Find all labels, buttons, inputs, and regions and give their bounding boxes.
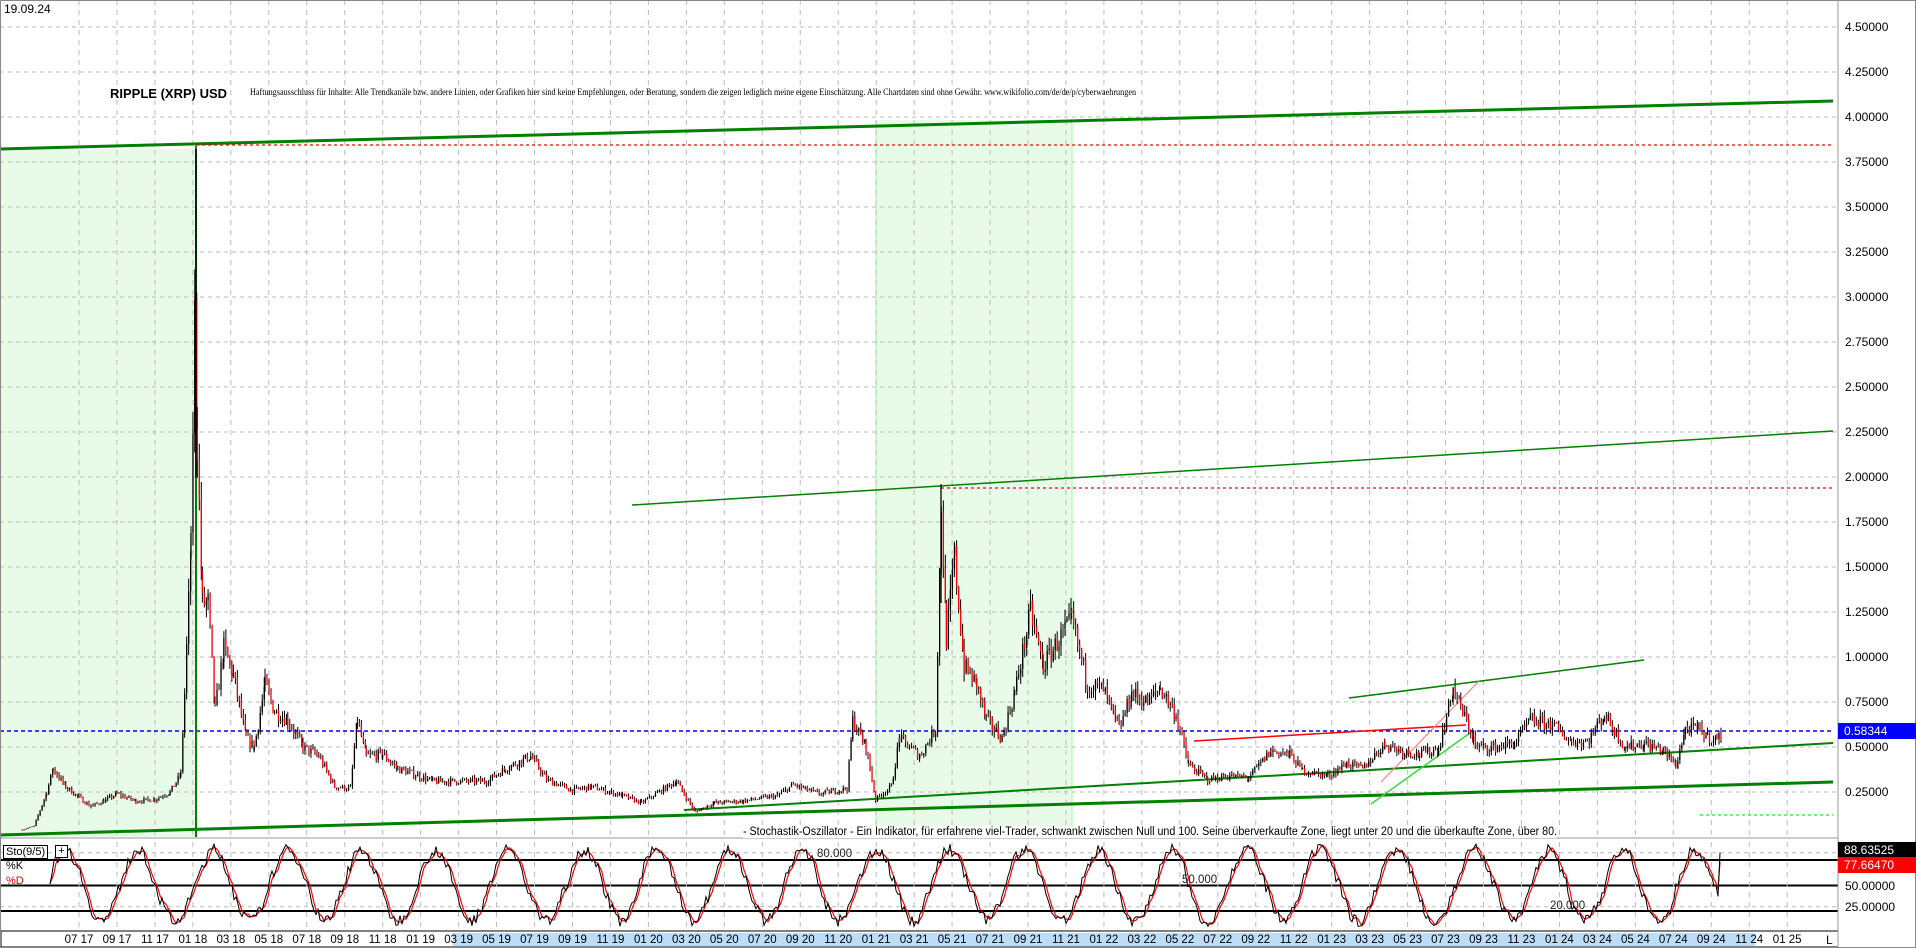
date-tick: 01 25 bbox=[1772, 934, 1802, 946]
date-tick: 09 19 bbox=[558, 934, 587, 946]
price-candles bbox=[21, 145, 1722, 831]
price-tick: 0.75000 bbox=[1845, 695, 1889, 709]
date-tick: 05 21 bbox=[937, 934, 967, 946]
last-price-tag: 0.58344 bbox=[1838, 723, 1916, 739]
d-legend: %D bbox=[6, 875, 24, 887]
date-tick: 09 18 bbox=[330, 934, 360, 946]
date-tick: 09 17 bbox=[102, 934, 132, 946]
date-tick: 03 21 bbox=[899, 934, 929, 946]
date-tick: 05 24 bbox=[1620, 934, 1650, 946]
lower-trend-line bbox=[0, 780, 1834, 837]
date-tick: 07 24 bbox=[1658, 934, 1688, 946]
date-tick: 01 21 bbox=[861, 934, 891, 946]
stochastic-description: - Stochastik-Oszillator - Ein Indikator,… bbox=[743, 826, 1558, 838]
price-tick: 2.25000 bbox=[1845, 425, 1889, 439]
date-tick: 07 21 bbox=[975, 934, 1005, 946]
date-tick: 03 24 bbox=[1583, 934, 1612, 946]
date-tick: 11 19 bbox=[596, 934, 625, 946]
upper-trend-line bbox=[0, 99, 1834, 151]
date-tick: 11 21 bbox=[1051, 934, 1080, 946]
price-tick: 0.25000 bbox=[1845, 785, 1889, 799]
sto-tick-25: 25.00000 bbox=[1845, 900, 1896, 914]
axis-end-label: L bbox=[1826, 933, 1833, 947]
price-tick: 3.50000 bbox=[1845, 200, 1889, 214]
price-tick: 1.00000 bbox=[1845, 650, 1889, 664]
date-tick: 01 20 bbox=[634, 934, 663, 946]
k-last-tag: 88.63525 bbox=[1838, 842, 1916, 858]
date-tick: 01 19 bbox=[406, 934, 436, 946]
price-tick: 4.25000 bbox=[1845, 65, 1889, 79]
date-tick: 01 18 bbox=[178, 934, 208, 946]
date-tick: 09 23 bbox=[1469, 934, 1498, 946]
date-tick: 03 18 bbox=[216, 934, 246, 946]
price-tick: 4.00000 bbox=[1845, 110, 1889, 124]
chart-title: RIPPLE (XRP) USD bbox=[110, 86, 228, 101]
price-tick: 3.00000 bbox=[1845, 290, 1889, 304]
date-tick: 01 24 bbox=[1545, 934, 1574, 946]
date-tick: 09 21 bbox=[1013, 934, 1043, 946]
date-tick: 07 19 bbox=[520, 934, 549, 946]
date-tick: 03 23 bbox=[1355, 934, 1385, 946]
date-tick: 07 23 bbox=[1431, 934, 1460, 946]
date-tick: 09 24 bbox=[1696, 934, 1726, 946]
date-tick: 07 17 bbox=[64, 934, 94, 946]
date-tick: 01 22 bbox=[1089, 934, 1119, 946]
price-tick: 3.25000 bbox=[1845, 245, 1889, 259]
date-tick: 03 22 bbox=[1127, 934, 1157, 946]
date-tick: 05 23 bbox=[1393, 934, 1422, 946]
date-tick: 05 20 bbox=[709, 934, 739, 946]
red-support-line bbox=[1193, 724, 1467, 742]
shade-zone bbox=[876, 120, 1072, 837]
level-80-label: 80.000 bbox=[817, 848, 853, 860]
date-tick: 01 23 bbox=[1317, 934, 1347, 946]
d-last-tag: 77.66470 bbox=[1838, 857, 1916, 873]
date-tick: 09 22 bbox=[1241, 934, 1271, 946]
add-indicator-icon[interactable]: + bbox=[55, 845, 68, 858]
disclaimer-text: Haftungsausschluss für Inhalte: Alle Tre… bbox=[250, 88, 1137, 98]
date-tick: 07 18 bbox=[292, 934, 322, 946]
date-tick: 11 20 bbox=[824, 934, 853, 946]
grid bbox=[0, 0, 1839, 948]
date-tick: 11 17 bbox=[140, 934, 169, 946]
mid-channel-line bbox=[631, 430, 1834, 506]
date-tick: 11 24 bbox=[1735, 934, 1764, 946]
price-tick: 3.75000 bbox=[1845, 155, 1889, 169]
level-50-label: 50.000 bbox=[1182, 874, 1218, 886]
price-tick: 0.50000 bbox=[1845, 740, 1889, 754]
k-line bbox=[49, 842, 1721, 928]
date-tick: 09 20 bbox=[785, 934, 815, 946]
price-tick: 2.75000 bbox=[1845, 335, 1889, 349]
light-green-trend-line bbox=[1370, 732, 1471, 805]
date-axis-highlight bbox=[453, 933, 1755, 946]
short-channel-top bbox=[1348, 659, 1645, 699]
sto-tick-50: 50.00000 bbox=[1845, 879, 1896, 893]
date-tick: 07 20 bbox=[747, 934, 777, 946]
indicator-name[interactable]: Sto(9/5) bbox=[3, 845, 49, 859]
stochastic-panel bbox=[0, 840, 1838, 930]
date-tick: 07 22 bbox=[1203, 934, 1233, 946]
date-tick: 05 22 bbox=[1165, 934, 1195, 946]
date-tick: 05 18 bbox=[254, 934, 284, 946]
level-20-label: 20.000 bbox=[1550, 900, 1586, 912]
date-tick: 03 19 bbox=[444, 934, 473, 946]
price-tick: 2.50000 bbox=[1845, 380, 1889, 394]
price-tick: 2.00000 bbox=[1845, 470, 1889, 484]
date-tick: 03 20 bbox=[671, 934, 701, 946]
price-tick: 1.50000 bbox=[1845, 560, 1889, 574]
date-tick: 11 18 bbox=[368, 934, 397, 946]
date-tick: 11 23 bbox=[1507, 934, 1536, 946]
price-tick: 1.25000 bbox=[1845, 605, 1889, 619]
d-line bbox=[49, 844, 1721, 927]
shaded-zones bbox=[0, 120, 1073, 837]
shade-zone bbox=[0, 149, 196, 837]
date-tick: 11 22 bbox=[1279, 934, 1308, 946]
price-tick: 1.75000 bbox=[1845, 515, 1889, 529]
price-tick: 4.50000 bbox=[1845, 20, 1889, 34]
k-legend: %K bbox=[6, 860, 24, 872]
date-tick: 05 19 bbox=[482, 934, 511, 946]
pink-trend-line bbox=[1380, 680, 1480, 783]
chart-date: 19.09.24 bbox=[4, 2, 51, 16]
